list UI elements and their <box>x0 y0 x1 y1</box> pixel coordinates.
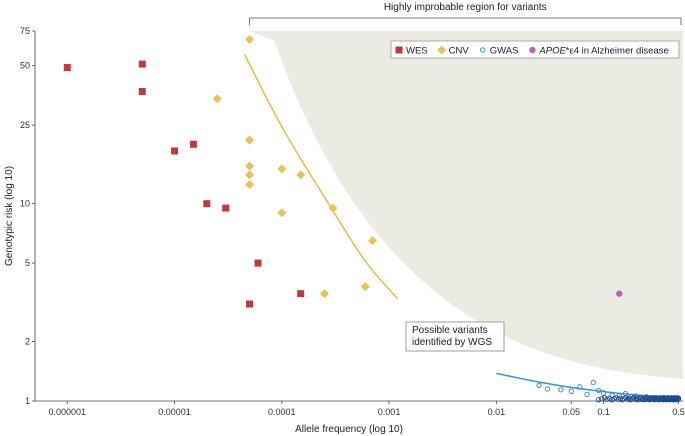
x-tick-label: 0.000001 <box>49 407 87 417</box>
series <box>212 34 377 299</box>
data-point <box>212 94 222 104</box>
gwas-cluster-point <box>631 395 637 401</box>
y-tick-label: 5 <box>25 258 30 268</box>
trend-line <box>496 372 679 399</box>
y-tick-label: 10 <box>20 199 30 209</box>
data-point <box>536 382 542 389</box>
x-tick-label: 0.1 <box>597 407 610 417</box>
data-point <box>568 388 574 394</box>
y-tick-label: 25 <box>20 120 30 130</box>
data-point <box>600 390 607 396</box>
data-point <box>616 290 623 297</box>
series <box>616 290 623 297</box>
data-point <box>367 236 377 246</box>
gwas-cluster <box>596 395 682 403</box>
y-tick-label: 1 <box>25 396 30 406</box>
y-tick-label: 2 <box>25 337 30 347</box>
data-point <box>544 386 551 392</box>
legend-label: CNV <box>449 46 470 57</box>
legend-marker <box>529 46 536 54</box>
data-point <box>577 384 583 390</box>
data-point <box>245 170 255 180</box>
data-point <box>596 387 602 394</box>
gwas-cluster-point <box>601 395 608 401</box>
data-point <box>319 289 329 299</box>
data-point <box>254 259 262 267</box>
wgs-annotation-text: Possible variants identified by WGS <box>412 325 492 348</box>
gwas-cluster-point <box>639 396 645 402</box>
data-point <box>246 300 254 308</box>
data-point <box>245 135 255 145</box>
x-tick-label: 0.05 <box>563 407 581 417</box>
gwas-cluster-point <box>596 397 602 403</box>
y-tick-label: 75 <box>20 26 30 36</box>
x-tick-label: 0.00001 <box>158 407 191 417</box>
legend-marker <box>480 47 486 53</box>
improbable-region-layer <box>249 31 683 379</box>
wgs-annotation-line: Possible variants <box>412 325 488 336</box>
legend: WES CNV GWAS APOE*ε4 in Alzheimer disease <box>390 40 680 59</box>
region-bracket: Highly improbable region for variants <box>249 2 682 25</box>
data-point <box>590 379 596 386</box>
data-points <box>63 34 682 403</box>
data-point <box>245 161 255 171</box>
data-point <box>203 200 211 208</box>
data-point <box>189 140 197 148</box>
improbable-region <box>249 31 683 379</box>
x-tick-label: 0.001 <box>378 407 401 417</box>
x-tick-label: 0.5 <box>672 407 685 417</box>
legend-marker <box>437 45 447 55</box>
y-axis-title: Genotypic risk (log 10) <box>4 166 15 266</box>
data-point <box>277 164 287 174</box>
data-point <box>63 63 71 71</box>
gwas-cluster-point <box>675 395 682 401</box>
data-point <box>297 290 305 298</box>
data-point <box>296 170 306 180</box>
x-tick-label: 0.0001 <box>268 407 296 417</box>
gwas-cluster-point <box>599 396 605 402</box>
data-point <box>328 203 338 213</box>
data-point <box>584 391 590 398</box>
wgs-annotation: Possible variants identified by WGS <box>405 321 505 352</box>
data-point <box>138 60 146 68</box>
gwas-cluster-point <box>604 396 610 402</box>
trend-line <box>243 54 399 300</box>
legend-marker <box>395 46 403 54</box>
series <box>63 60 305 308</box>
data-point <box>138 88 146 96</box>
data-point <box>277 208 287 218</box>
legend-label: WES <box>406 46 428 57</box>
x-tick-label: 0.01 <box>488 407 506 417</box>
wgs-annotation-line: identified by WGS <box>412 337 492 348</box>
y-tick-label: 50 <box>20 61 30 71</box>
x-axis-title: Allele frequency (log 10) <box>295 424 403 435</box>
gwas-cluster-point <box>636 396 642 402</box>
legend-label: GWAS <box>490 46 519 57</box>
data-point <box>245 34 255 44</box>
data-point <box>222 204 230 212</box>
legend-label: APOE*ε4 in Alzheimer disease <box>538 46 668 57</box>
region-label: Highly improbable region for variants <box>384 2 547 13</box>
data-point <box>171 147 179 155</box>
data-point <box>360 282 370 292</box>
data-point <box>558 387 564 393</box>
data-point <box>245 180 255 190</box>
